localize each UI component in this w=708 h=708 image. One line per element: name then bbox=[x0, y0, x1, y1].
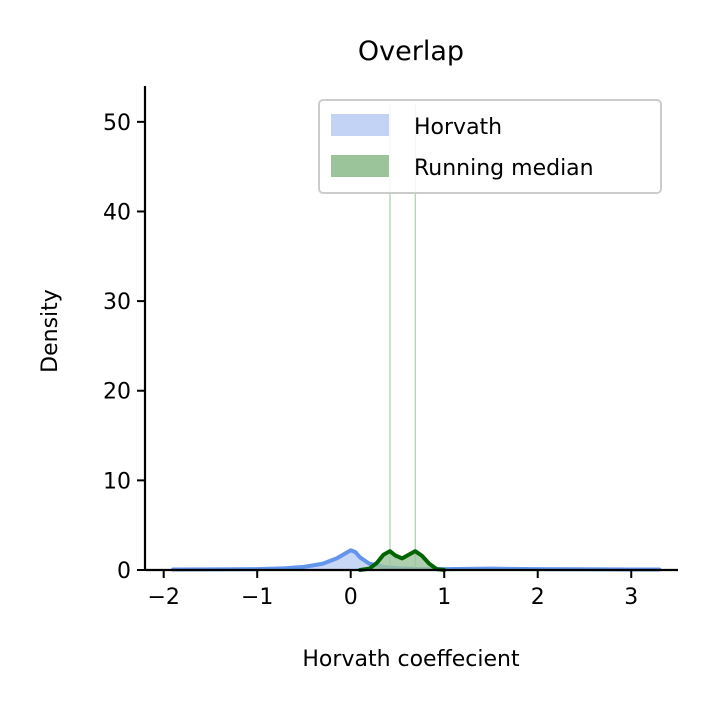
x-tick-label: 2 bbox=[531, 585, 545, 610]
x-tick-label: −2 bbox=[147, 585, 179, 610]
legend-swatch-horvath bbox=[331, 114, 389, 136]
chart-title: Overlap bbox=[358, 36, 464, 67]
x-tick-label: 0 bbox=[344, 585, 358, 610]
x-axis-label: Horvath coeffecient bbox=[302, 647, 520, 672]
y-tick-label: 30 bbox=[103, 290, 131, 315]
legend-box bbox=[318, 99, 662, 194]
x-tick-label: −1 bbox=[241, 585, 273, 610]
y-tick-label: 50 bbox=[103, 111, 131, 136]
legend-label-running-median: Running median bbox=[414, 156, 594, 181]
series-fill-running-median bbox=[360, 551, 445, 570]
y-tick-label: 10 bbox=[103, 469, 131, 494]
x-tick-label: 1 bbox=[437, 585, 451, 610]
y-tick-label: 40 bbox=[103, 200, 131, 225]
y-axis-label: Density bbox=[38, 289, 63, 373]
x-tick-label: 3 bbox=[624, 585, 638, 610]
y-tick-label: 0 bbox=[117, 559, 131, 584]
legend-swatch-running-median bbox=[331, 155, 389, 177]
y-tick-label: 20 bbox=[103, 380, 131, 405]
legend-label-horvath: Horvath bbox=[414, 115, 502, 140]
legend: Horvath Running median bbox=[318, 99, 662, 194]
